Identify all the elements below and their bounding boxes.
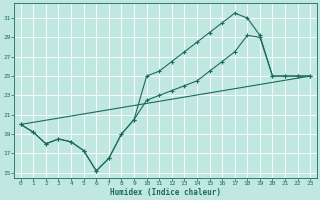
X-axis label: Humidex (Indice chaleur): Humidex (Indice chaleur) xyxy=(110,188,221,197)
